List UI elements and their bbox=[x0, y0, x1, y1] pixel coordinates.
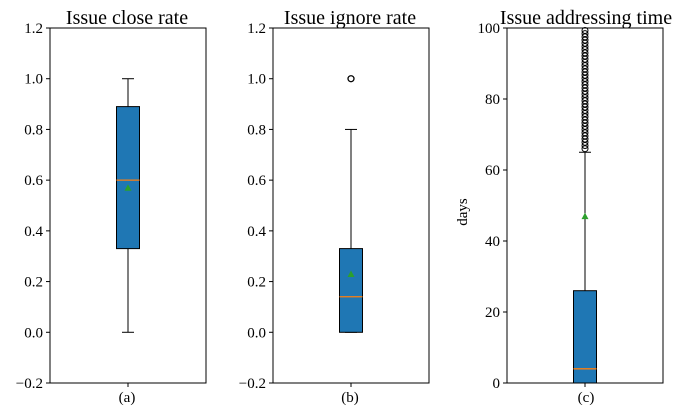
y-tick-label: 0.6 bbox=[24, 173, 43, 189]
y-tick-label: 80 bbox=[485, 92, 500, 108]
y-tick-label: 0.8 bbox=[247, 122, 266, 138]
y-tick-label: 0.4 bbox=[24, 224, 43, 240]
y-axis-label: days bbox=[455, 198, 471, 226]
y-tick-label: −0.2 bbox=[239, 376, 266, 392]
y-tick-label: 1.2 bbox=[247, 21, 266, 37]
iqr-box bbox=[116, 106, 140, 250]
y-tick-label: 1.2 bbox=[24, 21, 43, 37]
panel-issue-close-rate: Issue close rate (a) −0.2 0.0 0.2 0.4 0.6 0.8… bbox=[16, 7, 207, 406]
y-tick-label: −0.2 bbox=[16, 376, 43, 392]
outlier-point bbox=[347, 75, 355, 83]
y-tick-label: 40 bbox=[485, 234, 500, 250]
outlier-point bbox=[581, 30, 589, 38]
y-tick-label: 0.2 bbox=[24, 275, 43, 291]
x-axis-label: (a) bbox=[119, 390, 136, 406]
iqr-box bbox=[573, 290, 597, 384]
mean-marker bbox=[347, 270, 355, 277]
y-tick-label: 1.0 bbox=[247, 72, 266, 88]
chart-title: Issue close rate bbox=[66, 7, 188, 29]
panel-issue-ignore-rate: Issue ignore rate (b) −0.2 0.0 0.2 0.4 0.6 0.… bbox=[239, 7, 430, 406]
chart-title: Issue addressing time bbox=[500, 7, 672, 29]
chart-title: Issue ignore rate bbox=[284, 7, 416, 29]
y-tick-label: 100 bbox=[478, 21, 501, 37]
y-tick-label: 0 bbox=[493, 376, 501, 392]
x-axis-label: (c) bbox=[578, 390, 595, 406]
iqr-box bbox=[339, 248, 363, 333]
y-tick-label: 0.4 bbox=[247, 224, 266, 240]
panel-issue-addressing-time: Issue addressing time (c) days 0 20 40 60 80… bbox=[455, 7, 672, 406]
y-tick-label: 0.0 bbox=[247, 325, 266, 341]
mean-marker bbox=[124, 184, 132, 191]
mean-marker bbox=[581, 212, 589, 220]
y-tick-label: 0.0 bbox=[24, 325, 43, 341]
y-tick-label: 0.8 bbox=[24, 122, 43, 138]
y-tick-label: 1.0 bbox=[24, 72, 43, 88]
y-tick-label: 0.6 bbox=[247, 173, 266, 189]
x-axis-label: (b) bbox=[341, 390, 359, 406]
y-tick-label: 20 bbox=[485, 305, 500, 321]
y-tick-label: 0.2 bbox=[247, 275, 266, 291]
outlier-point bbox=[581, 26, 589, 34]
y-tick-label: 60 bbox=[485, 163, 500, 179]
